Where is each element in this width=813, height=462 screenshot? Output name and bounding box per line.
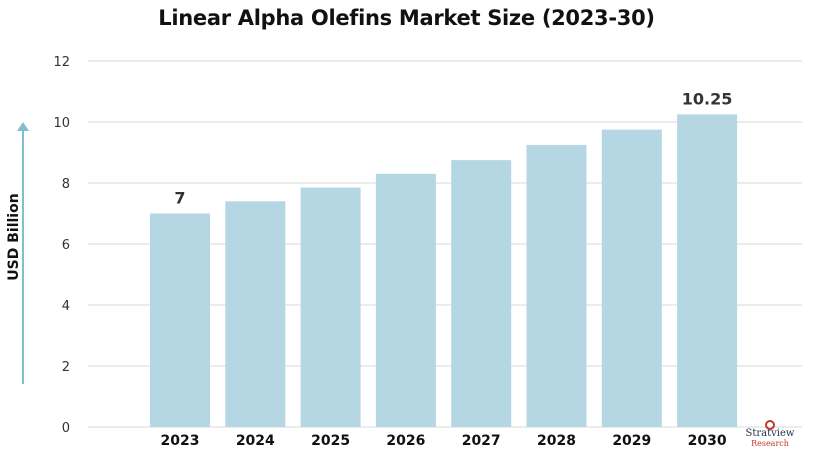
logo-target-icon bbox=[765, 420, 775, 430]
y-tick-label: 12 bbox=[53, 55, 70, 70]
data-label: 10.25 bbox=[682, 89, 733, 108]
x-tick-label: 2026 bbox=[386, 433, 425, 449]
y-tick-label: 10 bbox=[53, 116, 70, 131]
chart-title: Linear Alpha Olefins Market Size (2023-3… bbox=[158, 6, 655, 30]
y-tick-label: 6 bbox=[62, 238, 70, 253]
x-tick-label: 2029 bbox=[612, 433, 651, 449]
logo-sub: Research bbox=[751, 439, 789, 448]
logo-name: Stratview bbox=[745, 428, 795, 439]
y-tick-label: 2 bbox=[62, 360, 70, 375]
bar bbox=[677, 114, 738, 427]
bar bbox=[150, 213, 210, 427]
bar bbox=[451, 160, 512, 427]
x-tick-label: 2028 bbox=[537, 433, 576, 449]
x-tick-label: 2027 bbox=[462, 433, 501, 449]
x-tick-label: 2023 bbox=[161, 433, 200, 449]
bar bbox=[601, 129, 662, 427]
x-tick-label: 2030 bbox=[688, 433, 727, 449]
y-tick-label: 0 bbox=[62, 421, 70, 436]
bar bbox=[526, 144, 587, 427]
x-tick-label: 2024 bbox=[236, 433, 275, 449]
y-axis-arrow-head bbox=[17, 122, 29, 131]
stratview-logo: Stratview Research bbox=[732, 420, 808, 460]
bar bbox=[300, 187, 361, 427]
x-tick-label: 2025 bbox=[311, 433, 350, 449]
bar bbox=[225, 201, 286, 427]
data-label: 7 bbox=[174, 189, 185, 208]
y-axis-arrow-line bbox=[22, 128, 24, 384]
y-tick-label: 8 bbox=[62, 177, 70, 192]
y-tick-label: 4 bbox=[62, 299, 70, 314]
bar bbox=[375, 173, 436, 427]
